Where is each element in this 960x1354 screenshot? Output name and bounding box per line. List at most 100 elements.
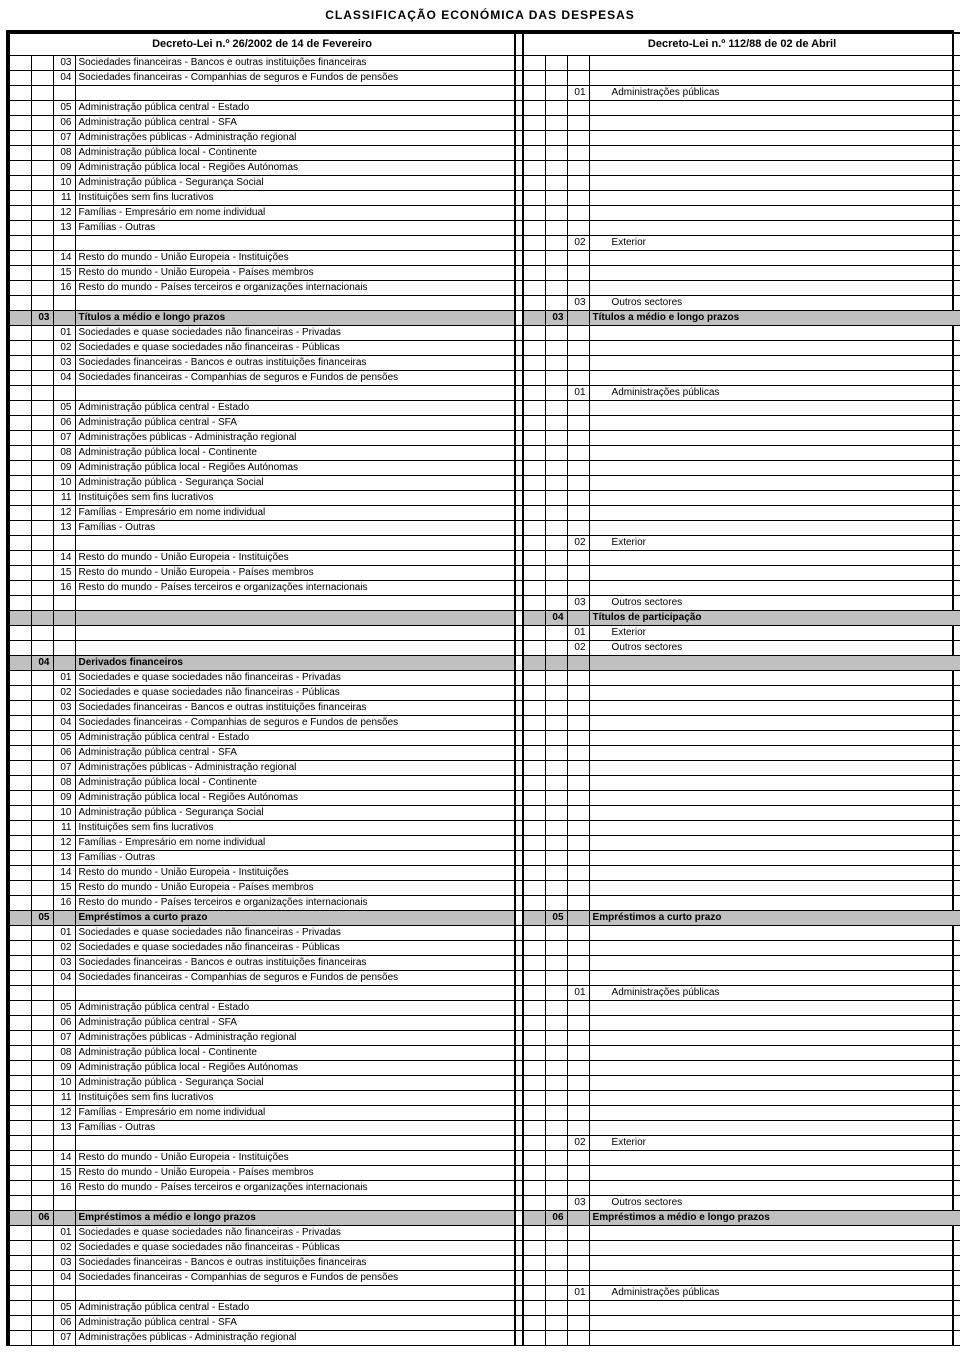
col-r2 — [545, 1270, 567, 1285]
table-row: 06Administração pública central - SFA — [9, 745, 960, 760]
col-r1 — [523, 535, 545, 550]
table-row: 15Resto do mundo - União Europeia - País… — [9, 880, 960, 895]
col-l2 — [31, 880, 53, 895]
col-l3: 09 — [53, 160, 75, 175]
col-l2 — [31, 790, 53, 805]
col-l2 — [31, 460, 53, 475]
col-l1 — [9, 1180, 31, 1195]
col-ltext — [75, 640, 515, 655]
col-r1 — [523, 670, 545, 685]
col-l3: 01 — [53, 670, 75, 685]
header-right: Decreto-Lei n.º 112/88 de 02 de Abril — [523, 33, 960, 55]
col-l2 — [31, 220, 53, 235]
col-l2 — [31, 640, 53, 655]
col-l3: 05 — [53, 100, 75, 115]
col-l1 — [9, 805, 31, 820]
col-rtext — [589, 955, 960, 970]
col-rtext — [589, 340, 960, 355]
table-row: 06Administração pública central - SFA — [9, 415, 960, 430]
col-gap — [515, 1060, 523, 1075]
col-l3: 14 — [53, 550, 75, 565]
col-r2 — [545, 1150, 567, 1165]
col-ltext — [75, 1285, 515, 1300]
col-gap — [515, 730, 523, 745]
col-gap — [515, 70, 523, 85]
col-ltext: Resto do mundo - União Europeia - Instit… — [75, 250, 515, 265]
col-ltext: Administração pública local - Continente — [75, 775, 515, 790]
table-row: 07Administrações públicas - Administraçã… — [9, 1330, 960, 1345]
col-ltext: Resto do mundo - Países terceiros e orga… — [75, 1180, 515, 1195]
col-r1 — [523, 355, 545, 370]
table-row: 13Famílias - Outras — [9, 220, 960, 235]
col-ltext: Administração pública local - Regiões Au… — [75, 790, 515, 805]
col-r3 — [567, 1120, 589, 1135]
col-r2 — [545, 865, 567, 880]
col-l2 — [31, 895, 53, 910]
col-rtext — [589, 265, 960, 280]
col-gap — [515, 355, 523, 370]
col-r1 — [523, 1285, 545, 1300]
col-r2 — [545, 655, 567, 670]
col-l2 — [31, 505, 53, 520]
col-l1 — [9, 460, 31, 475]
col-l3: 06 — [53, 1315, 75, 1330]
col-rtext — [589, 1165, 960, 1180]
col-l1 — [9, 505, 31, 520]
col-rtext — [589, 1000, 960, 1015]
col-r3: 02 — [567, 1135, 589, 1150]
col-l1 — [9, 760, 31, 775]
col-r2 — [545, 445, 567, 460]
col-gap — [515, 685, 523, 700]
col-r1 — [523, 910, 545, 925]
col-r1 — [523, 1270, 545, 1285]
col-l1 — [9, 550, 31, 565]
col-r3 — [567, 1315, 589, 1330]
col-ltext: Sociedades e quase sociedades não financ… — [75, 340, 515, 355]
col-r3 — [567, 100, 589, 115]
col-gap — [515, 55, 523, 70]
col-r3 — [567, 190, 589, 205]
col-r1 — [523, 865, 545, 880]
col-l1 — [9, 1285, 31, 1300]
table-row: 02Exterior — [9, 535, 960, 550]
col-r3 — [567, 130, 589, 145]
col-gap — [515, 865, 523, 880]
col-rtext — [589, 940, 960, 955]
col-l1 — [9, 865, 31, 880]
table-row: 02Sociedades e quase sociedades não fina… — [9, 1240, 960, 1255]
col-r3: 01 — [567, 625, 589, 640]
table-row: 07Administrações públicas - Administraçã… — [9, 430, 960, 445]
col-r3 — [567, 1150, 589, 1165]
col-r3 — [567, 1330, 589, 1345]
col-l3: 07 — [53, 430, 75, 445]
col-r3: 03 — [567, 1195, 589, 1210]
col-l3: 07 — [53, 1330, 75, 1345]
col-r1 — [523, 895, 545, 910]
col-gap — [515, 700, 523, 715]
col-l1 — [9, 190, 31, 205]
col-l3: 08 — [53, 1045, 75, 1060]
col-l1 — [9, 700, 31, 715]
col-l1 — [9, 430, 31, 445]
col-l3 — [53, 625, 75, 640]
col-r1 — [523, 190, 545, 205]
col-ltext — [75, 625, 515, 640]
col-rtext — [589, 430, 960, 445]
col-l3: 10 — [53, 1075, 75, 1090]
col-l1 — [9, 940, 31, 955]
col-gap — [515, 145, 523, 160]
col-l2 — [31, 145, 53, 160]
col-gap — [515, 325, 523, 340]
col-l2 — [31, 520, 53, 535]
col-r3: 01 — [567, 85, 589, 100]
col-r1 — [523, 700, 545, 715]
col-r3 — [567, 970, 589, 985]
table-row: 10Administração pública - Segurança Soci… — [9, 805, 960, 820]
col-r2 — [545, 595, 567, 610]
col-l1 — [9, 475, 31, 490]
col-r1 — [523, 310, 545, 325]
col-gap — [515, 130, 523, 145]
col-l2 — [31, 1150, 53, 1165]
col-r3 — [567, 490, 589, 505]
col-r1 — [523, 805, 545, 820]
